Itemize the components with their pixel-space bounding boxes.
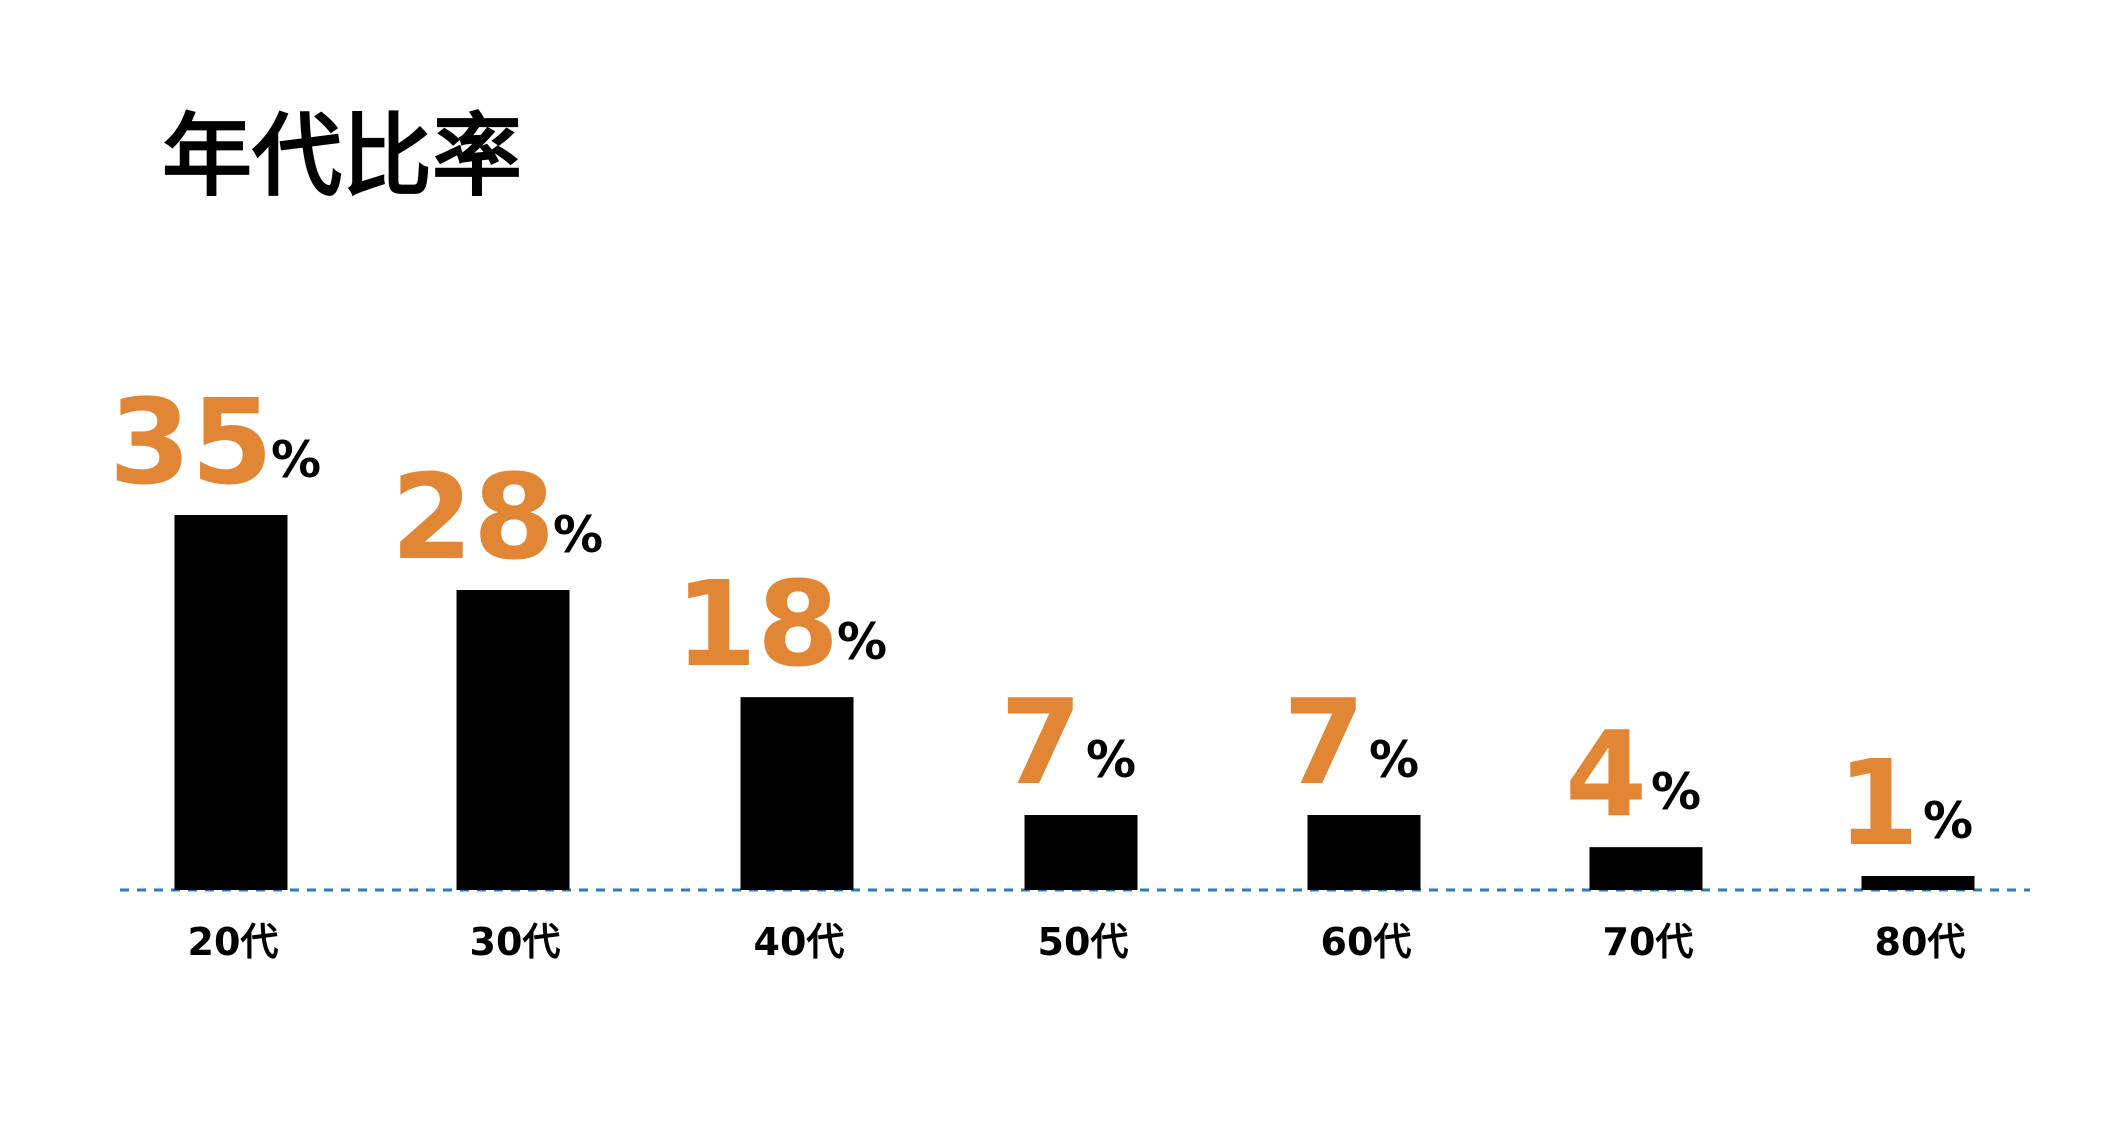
percent-sign-30代: % (553, 506, 603, 564)
bar-50代 (1024, 815, 1138, 890)
value-label-60代: 7 (1283, 673, 1365, 811)
category-label-30代: 30代 (470, 920, 561, 964)
bar-30代 (456, 590, 570, 890)
percent-sign-20代: % (271, 431, 321, 489)
percent-sign-70代: % (1651, 763, 1701, 821)
value-label-40代: 18 (675, 555, 839, 693)
value-label-70代: 4 (1565, 705, 1647, 843)
category-label-70代: 70代 (1603, 920, 1694, 964)
bar-60代 (1307, 815, 1421, 890)
bar-20代 (174, 515, 288, 890)
percent-sign-40代: % (837, 613, 887, 671)
value-label-30代: 28 (391, 448, 555, 586)
chart-title: 年代比率 (162, 104, 522, 209)
bar-80代 (1861, 876, 1975, 890)
category-labels-group: 20代 30代 40代 50代 60代 70代 80代 (188, 920, 1966, 964)
percent-sign-60代: % (1369, 731, 1419, 789)
value-label-50代: 7 (1000, 673, 1082, 811)
percent-sign-50代: % (1086, 731, 1136, 789)
category-label-20代: 20代 (188, 920, 279, 964)
value-labels-group: 35% 28%18%7% 7% 4% 1% (109, 373, 1973, 872)
percent-sign-80代: % (1923, 792, 1973, 850)
category-label-80代: 80代 (1875, 920, 1966, 964)
bars-group (174, 515, 1975, 890)
category-label-60代: 60代 (1321, 920, 1412, 964)
bar-40代 (740, 697, 854, 890)
value-label-80代: 1 (1837, 734, 1919, 872)
bar-70代 (1589, 847, 1703, 890)
value-label-20代: 35 (109, 373, 273, 511)
category-label-40代: 40代 (754, 920, 845, 964)
category-label-50代: 50代 (1038, 920, 1129, 964)
